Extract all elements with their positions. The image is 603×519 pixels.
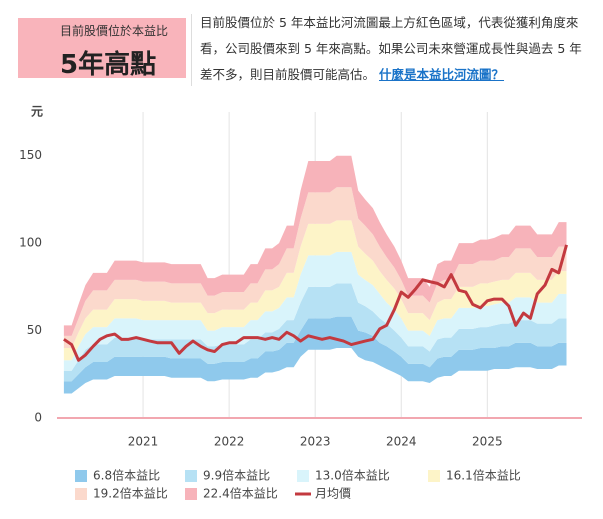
y-tick-label: 0: [34, 411, 42, 425]
legend-label: 月均價: [315, 487, 351, 501]
river-band: [63, 283, 567, 382]
x-tick-label: 2021: [128, 435, 159, 449]
badge: 目前股價位於本益比 5年高點: [18, 18, 186, 80]
legend-label: 22.4倍本益比: [203, 486, 278, 501]
legend-label: 9.9倍本益比: [203, 468, 270, 483]
legend-swatch: [185, 488, 197, 500]
y-unit: 元: [31, 105, 43, 119]
legend-label: 16.1倍本益比: [446, 468, 521, 483]
help-link[interactable]: 什麼是本益比河流圖？: [379, 67, 505, 82]
separator: [191, 14, 192, 86]
river-band: [63, 155, 567, 336]
x-tick-label: 2024: [386, 435, 417, 449]
legend-swatch: [297, 470, 309, 482]
river-band: [63, 316, 567, 394]
badge-value: 5年高點: [60, 50, 157, 80]
description-text: 目前股價位於 5 年本益比河流圖最上方紅色區域，代表從獲利角度來看，公司股價來到…: [200, 15, 582, 82]
legend-label: 13.0倍本益比: [315, 468, 390, 483]
legend-swatch: [428, 470, 440, 482]
description: 目前股價位於 5 年本益比河流圖最上方紅色區域，代表從獲利角度來看，公司股價來到…: [200, 10, 590, 88]
price-line: [63, 244, 568, 362]
x-tick-label: 2022: [214, 435, 245, 449]
river-band: [63, 187, 567, 349]
legend-swatch: [75, 488, 87, 500]
river-band: [63, 251, 567, 371]
legend-swatch: [75, 470, 87, 482]
river-band: [63, 220, 567, 361]
legend-swatch: [185, 470, 197, 482]
y-tick-label: 100: [19, 236, 42, 250]
legend-label: 19.2倍本益比: [93, 486, 168, 501]
y-tick-label: 50: [27, 323, 42, 337]
y-tick-label: 150: [19, 148, 42, 162]
x-tick-label: 2023: [300, 435, 331, 449]
legend-label: 6.8倍本益比: [93, 468, 160, 483]
x-tick-label: 2025: [472, 435, 503, 449]
badge-title: 目前股價位於本益比: [60, 24, 169, 38]
